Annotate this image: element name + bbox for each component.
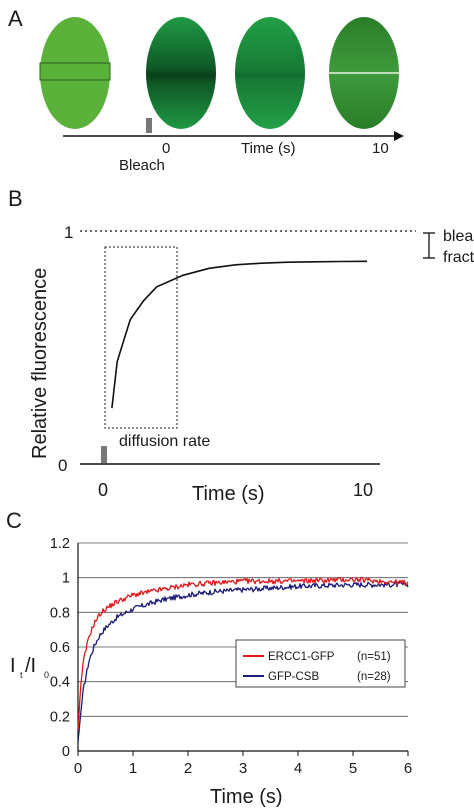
panel-c-xtick-label: 1 xyxy=(129,760,137,777)
panel-c-series-gfp-csb xyxy=(77,581,409,743)
panel-c-ytick-label: 0.8 xyxy=(50,605,70,621)
cell-recovering xyxy=(235,17,305,129)
bleached-fraction-label-1: bleached xyxy=(443,228,474,245)
panel-c-ytick-label: 0.2 xyxy=(50,709,70,725)
panel-a-letter: A xyxy=(8,6,23,31)
panel-b-xtick-0: 0 xyxy=(98,480,108,500)
panel-c-ylabel-i: I xyxy=(10,655,16,677)
timeline-axis-label: Time (s) xyxy=(241,140,295,157)
panel-a-cells xyxy=(39,17,399,129)
panel-c-xtick-label: 3 xyxy=(239,760,247,777)
panel-c-xtick-label: 5 xyxy=(349,760,357,777)
panel-c-xtick-label: 6 xyxy=(404,760,412,777)
panel-b-ytick-1-label: 1 xyxy=(64,223,73,242)
panel-b-recovery-curve xyxy=(111,260,368,409)
panel-c-xtick-label: 2 xyxy=(184,760,192,777)
panel-c-series-ercc1-gfp xyxy=(77,576,409,731)
panel-c-xtick-label: 4 xyxy=(294,760,302,777)
diffusion-rate-box xyxy=(104,246,178,429)
panel-c-xtick-label: 0 xyxy=(74,760,82,777)
bleach-label: Bleach xyxy=(119,157,165,174)
panel-c-legend: ERCC1-GFP (n=51) GFP-CSB (n=28) xyxy=(235,639,406,688)
panel-c-y-ticks: 0 0.2 0.4 0.6 0.8 1 1.2 xyxy=(50,536,70,760)
panel-b-xlabel: Time (s) xyxy=(192,483,265,505)
panel-c-ytick-label: 0 xyxy=(62,744,70,760)
panel-c-letter: C xyxy=(6,508,22,533)
legend-n-csb: (n=28) xyxy=(357,671,391,683)
panel-c-chart: 0 0.2 0.4 0.6 0.8 1 1.2 0 1 2 3 4 5 6 Time (s) I t /… xyxy=(10,536,412,808)
panel-b-letter: B xyxy=(8,186,23,211)
panel-b-chart: 1 1 0 bleached fraction diffusion rate 0… xyxy=(29,223,474,505)
panel-b-xtick-10: 10 xyxy=(353,480,373,500)
panel-c-xlabel: Time (s) xyxy=(210,786,283,808)
panel-c-ylabel-sub-t: t xyxy=(20,670,23,680)
panel-c-x-ticks: 0 1 2 3 4 5 6 xyxy=(74,751,412,777)
panel-c-ylabel-slash-i: /I xyxy=(25,655,36,677)
timeline-arrow-icon xyxy=(394,131,404,141)
panel-c-ytick-label: 1 xyxy=(62,571,70,587)
panel-b-bleach-marker xyxy=(101,446,107,463)
diffusion-rate-label: diffusion rate xyxy=(119,433,210,450)
panel-b-ylabel: Relative fluorescence xyxy=(29,268,51,459)
bleach-marker xyxy=(146,118,152,133)
panel-a-timeline: 0 Time (s) 10 Bleach xyxy=(63,118,404,174)
bleached-fraction-label-2: fraction xyxy=(443,249,474,266)
panel-c-ylabel: I t /I 0 xyxy=(10,655,49,680)
panel-c-ytick-label: 0.4 xyxy=(50,675,70,691)
bleach-region-box xyxy=(39,62,111,81)
legend-n-ercc1: (n=51) xyxy=(357,651,391,663)
legend-label-ercc1: ERCC1-GFP xyxy=(268,651,335,663)
cell-pre-bleach xyxy=(40,17,110,129)
timeline-tick-10: 10 xyxy=(372,140,389,157)
panel-b-ytick-0-label: 0 xyxy=(58,456,67,475)
cell-bleached xyxy=(146,17,216,129)
timeline-tick-0: 0 xyxy=(162,140,170,157)
legend-box xyxy=(235,639,406,688)
bleached-fraction-bracket xyxy=(423,232,435,259)
legend-label-csb: GFP-CSB xyxy=(268,671,319,683)
panel-c-series xyxy=(77,576,409,743)
panel-c-ylabel-sub-0: 0 xyxy=(44,670,49,680)
panel-c-ytick-label: 1.2 xyxy=(50,536,70,552)
panel-c-ytick-label: 0.6 xyxy=(50,640,70,656)
